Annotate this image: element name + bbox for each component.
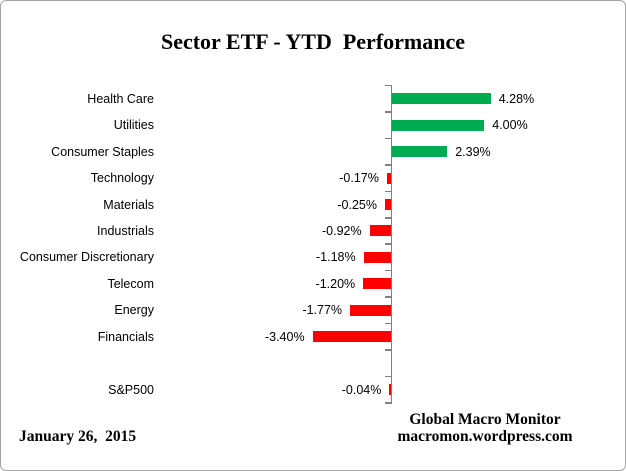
category-label-energy: Energy — [114, 303, 154, 318]
axis-tick — [384, 375, 392, 378]
axis-tick — [384, 137, 392, 140]
category-label-utilities: Utilities — [113, 118, 154, 133]
footer-source-name: Global Macro Monitor — [409, 411, 561, 428]
axis-tick — [384, 296, 392, 298]
category-label-industrials: Industrials — [97, 223, 154, 238]
axis-tick — [384, 164, 392, 166]
value-label-consumer-discretionary: -1.18% — [316, 250, 356, 265]
value-label-energy: -1.77% — [302, 303, 343, 318]
bar-consumer-discretionary — [363, 251, 391, 263]
axis-tick — [384, 402, 392, 404]
bar-industrials — [369, 225, 391, 237]
axis-tick — [384, 349, 392, 351]
category-label-materials: Materials — [103, 197, 154, 212]
bar-consumer-staples — [392, 146, 448, 158]
axis-tick — [384, 190, 392, 193]
value-axis-line — [390, 85, 393, 403]
bar-materials — [385, 199, 391, 211]
bar-technology — [386, 172, 391, 184]
axis-tick — [384, 269, 392, 272]
footer-source: Global Macro Monitor macromon.wordpress.… — [385, 411, 585, 445]
axis-tick — [384, 84, 392, 87]
bar-financials — [312, 331, 391, 343]
category-label-telecom: Telecom — [107, 276, 154, 291]
axis-tick — [384, 217, 392, 219]
value-label-technology: -0.17% — [339, 171, 379, 186]
bar-utilities — [392, 119, 485, 131]
axis-tick — [384, 111, 392, 113]
category-label-technology: Technology — [90, 171, 154, 186]
bar-energy — [350, 304, 391, 316]
value-label-health-care: 4.28% — [498, 91, 535, 106]
value-label-industrials: -0.92% — [321, 223, 362, 238]
axis-tick — [384, 243, 392, 245]
footer-date: January 26, 2015 — [19, 428, 137, 445]
value-label-s-p500: -0.04% — [341, 382, 382, 397]
value-label-financials: -3.40% — [264, 329, 305, 344]
bar-telecom — [363, 278, 391, 290]
bar-s-p500 — [389, 384, 391, 396]
category-label-s-p500: S&P500 — [108, 382, 154, 397]
value-label-consumer-staples: 2.39% — [455, 144, 491, 159]
category-label-consumer-discretionary: Consumer Discretionary — [19, 250, 154, 265]
axis-tick — [384, 322, 392, 325]
value-label-materials: -0.25% — [337, 197, 377, 212]
bar-health-care — [392, 93, 491, 105]
value-label-utilities: 4.00% — [492, 118, 528, 133]
category-label-consumer-staples: Consumer Staples — [51, 144, 154, 159]
category-label-financials: Financials — [97, 329, 154, 344]
value-label-telecom: -1.20% — [315, 276, 356, 291]
chart-title: Sector ETF - YTD Performance — [160, 29, 466, 54]
footer-source-url: macromon.wordpress.com — [397, 428, 573, 445]
category-label-health-care: Health Care — [87, 91, 154, 106]
